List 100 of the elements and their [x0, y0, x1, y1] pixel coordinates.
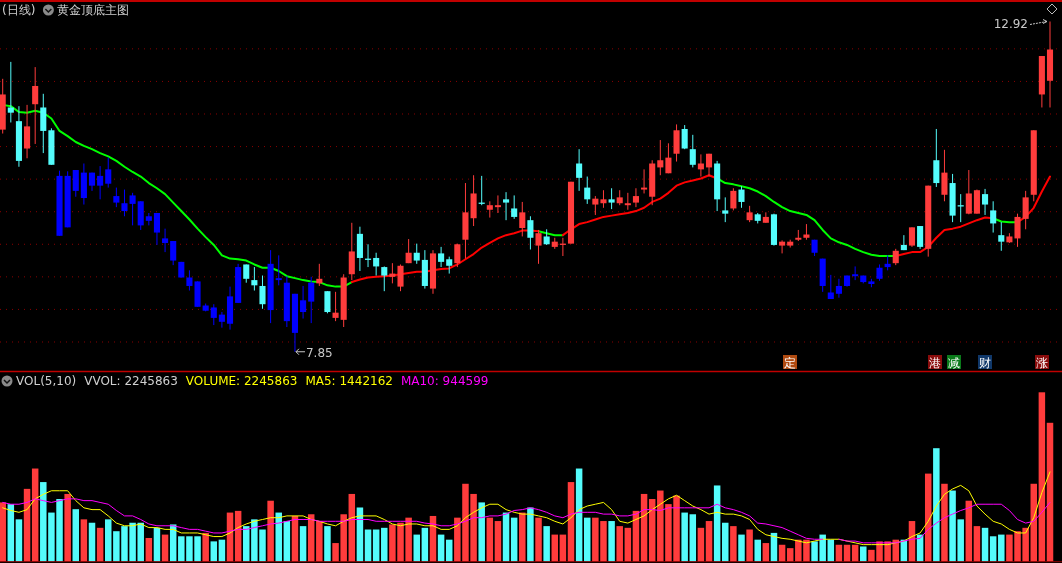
bar — [697, 527, 705, 562]
candlestick — [24, 104, 31, 159]
candlestick — [511, 194, 518, 220]
candlestick — [584, 176, 591, 205]
candlestick — [665, 142, 672, 174]
bar — [510, 517, 518, 562]
bar — [543, 526, 550, 562]
candlestick — [738, 185, 745, 209]
candlestick — [908, 226, 916, 248]
candlestick — [576, 148, 583, 192]
bar — [478, 502, 485, 562]
chart-subtitle: 黄金顶底主图 — [57, 3, 130, 17]
candlestick — [348, 222, 355, 281]
candlestick — [681, 124, 688, 150]
candlestick — [72, 169, 79, 198]
text: VVOL: 2245863 — [84, 374, 178, 388]
bar — [299, 526, 307, 562]
candlestick — [373, 252, 380, 277]
bar — [145, 537, 153, 562]
bar — [275, 512, 282, 562]
bar — [104, 519, 112, 562]
candlestick — [381, 265, 388, 292]
candlestick — [105, 157, 112, 189]
bar — [933, 448, 940, 562]
candlestick — [308, 276, 315, 324]
annotation: 定 — [784, 356, 796, 370]
candlestick — [129, 192, 136, 226]
bar — [202, 532, 209, 562]
bar — [746, 529, 753, 562]
candlestick — [722, 196, 729, 223]
candlestick — [324, 290, 331, 314]
bar — [583, 517, 591, 562]
candlestick — [300, 285, 307, 320]
candlestick — [998, 221, 1005, 252]
candlestick — [641, 168, 648, 194]
bar — [981, 527, 989, 562]
candlestick — [186, 269, 193, 292]
bar — [324, 526, 331, 562]
bar — [267, 500, 274, 562]
bar — [535, 517, 542, 562]
candlestick — [210, 303, 217, 326]
bar — [1046, 422, 1054, 562]
candlestick — [153, 212, 160, 246]
annotation: 财 — [979, 356, 991, 370]
candlestick — [218, 311, 225, 329]
candlestick — [519, 201, 526, 237]
bar — [381, 527, 388, 562]
candlestick — [982, 188, 989, 216]
candlestick — [592, 195, 599, 216]
bar — [486, 517, 494, 562]
bar — [15, 519, 23, 562]
candlestick — [1014, 213, 1021, 248]
chart-title: VOL(5,10) — [16, 374, 77, 388]
candlestick — [965, 169, 972, 215]
candlestick — [97, 165, 104, 200]
candlestick — [405, 238, 412, 264]
candlestick — [608, 187, 615, 210]
candlestick — [673, 123, 680, 163]
candlestick — [941, 149, 948, 202]
bar — [989, 536, 997, 562]
candlestick — [535, 229, 542, 265]
candlestick — [121, 189, 128, 217]
candlestick — [413, 243, 420, 265]
annotation: 12.92 — [993, 17, 1028, 32]
bar — [316, 521, 323, 562]
bar — [998, 534, 1005, 562]
candlestick — [397, 263, 404, 292]
candlestick — [332, 291, 339, 322]
candlestick — [32, 66, 39, 145]
candlestick — [657, 139, 664, 176]
bar — [754, 539, 761, 562]
candlestick — [632, 187, 639, 208]
candlestick — [243, 263, 250, 284]
bar — [210, 541, 218, 562]
bar — [730, 526, 737, 562]
candlestick — [251, 266, 258, 292]
candlestick — [835, 278, 842, 299]
candlestick — [389, 262, 396, 284]
candlestick — [113, 187, 120, 208]
candlestick — [730, 187, 737, 211]
candlestick — [527, 215, 534, 250]
bar — [88, 522, 96, 562]
bar — [860, 546, 867, 562]
candlestick — [779, 239, 786, 254]
candlestick — [438, 246, 445, 268]
bar — [738, 534, 745, 562]
candlestick — [40, 93, 47, 154]
bar — [616, 526, 623, 562]
candlestick — [170, 240, 177, 266]
bar — [80, 519, 88, 562]
annotation: 港 — [929, 356, 941, 370]
bar — [705, 521, 713, 562]
bar — [689, 514, 697, 562]
text: VOLUME: 2245863 — [185, 374, 298, 388]
bar — [527, 507, 534, 562]
candlestick — [162, 228, 169, 253]
bar — [64, 493, 71, 562]
candlestick — [275, 254, 282, 286]
candlestick — [990, 200, 997, 234]
candlestick — [1022, 190, 1029, 230]
